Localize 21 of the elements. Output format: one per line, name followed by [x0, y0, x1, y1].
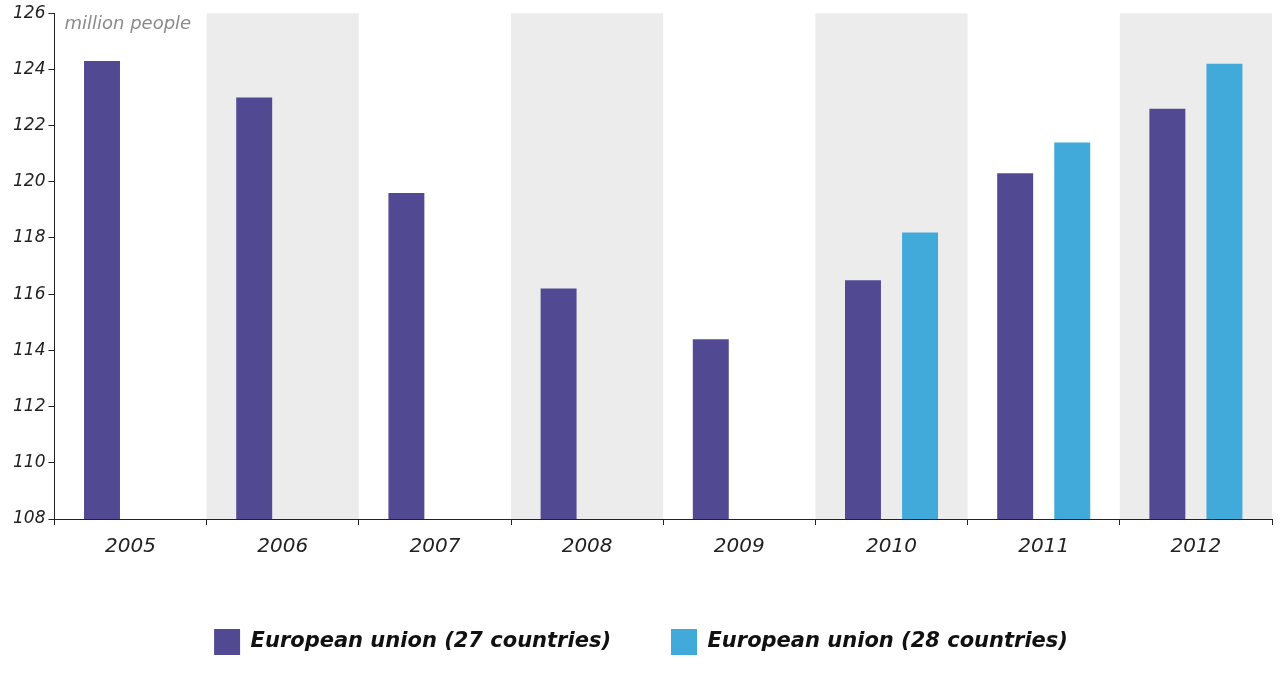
- y-tick-label: 114: [12, 338, 46, 359]
- y-tick-label: 118: [12, 226, 46, 247]
- y-tick-label: 110: [12, 451, 46, 472]
- y-tick-label: 116: [12, 282, 46, 303]
- y-tick-label: 120: [12, 170, 46, 191]
- y-tick-label: 124: [12, 57, 46, 78]
- x-tick-label: 2009: [713, 533, 765, 558]
- y-tick-label: 126: [12, 1, 46, 22]
- x-tick-label: 2008: [561, 533, 613, 558]
- x-tick-label: 2011: [1018, 533, 1070, 558]
- x-tick-label: 2010: [866, 533, 917, 558]
- y-tick-label: 108: [12, 507, 46, 528]
- x-tick-label: 2005: [105, 533, 156, 558]
- x-tick-label: 2012: [1170, 533, 1222, 558]
- y-tick-label: 112: [12, 395, 46, 416]
- x-tick-label: 2006: [257, 533, 309, 558]
- y-axis-title: million people: [64, 11, 192, 33]
- legend-label: European union (28 countries): [707, 628, 1068, 653]
- x-tick-label: 2007: [409, 533, 461, 558]
- legend-label: European union (27 countries): [250, 628, 612, 653]
- y-tick-label: 122: [12, 114, 46, 135]
